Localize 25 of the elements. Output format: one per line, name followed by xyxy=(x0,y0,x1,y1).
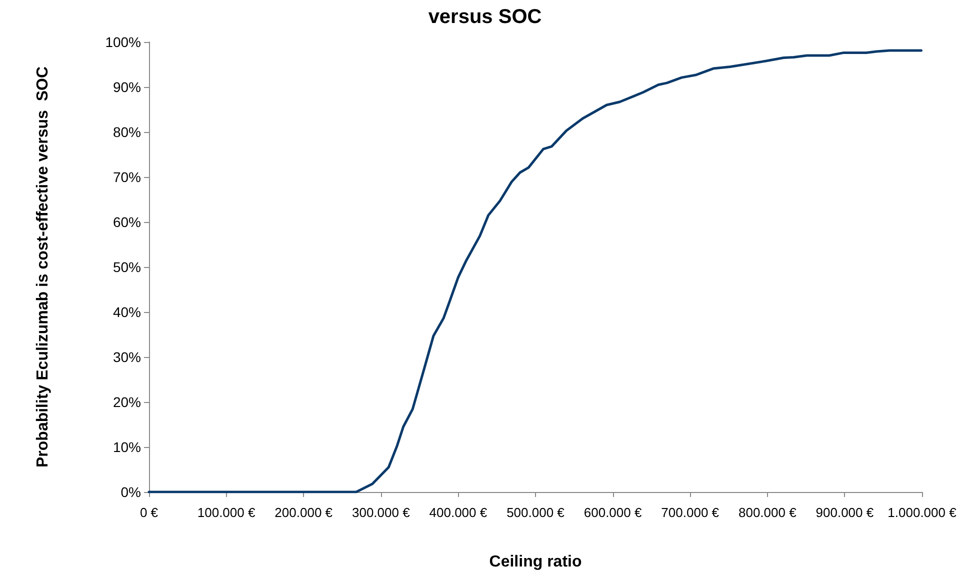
x-tick-label: 400.000 € xyxy=(429,505,488,520)
y-tick-label: 100% xyxy=(105,34,141,50)
y-tick-label: 70% xyxy=(112,169,141,185)
x-tick-label: 200.000 € xyxy=(274,505,334,520)
y-tick-label: 10% xyxy=(112,439,141,455)
x-tick-label: 100.000 € xyxy=(197,505,256,520)
x-tick-label: 900.000 € xyxy=(816,505,874,520)
y-tick-label: 80% xyxy=(112,124,141,140)
y-axis-title: Probability Eculizumab is cost-effective versus SOC xyxy=(34,66,52,468)
y-tick-label: 30% xyxy=(112,349,141,365)
x-tick-label: 500.000 € xyxy=(506,505,566,520)
x-axis-title: Ceiling ratio xyxy=(489,554,582,570)
y-tick-label: 40% xyxy=(112,304,141,320)
y-tick-label: 50% xyxy=(112,259,141,275)
chart-title: versus SOC xyxy=(428,6,542,28)
y-tick-label: 90% xyxy=(112,79,141,95)
x-tick-label: 600.000 € xyxy=(584,505,642,520)
y-tick-label: 0% xyxy=(120,484,141,500)
x-tick-label: 0 € xyxy=(140,505,159,520)
x-tick-label: 800.000 € xyxy=(738,505,798,520)
y-tick-label: 20% xyxy=(112,394,141,410)
x-tick-label: 1.000.000 € xyxy=(888,505,958,520)
y-tick-label: 60% xyxy=(112,214,141,230)
x-tick-label: 300.000 € xyxy=(352,505,411,520)
x-tick-label: 700.000 € xyxy=(661,505,720,520)
